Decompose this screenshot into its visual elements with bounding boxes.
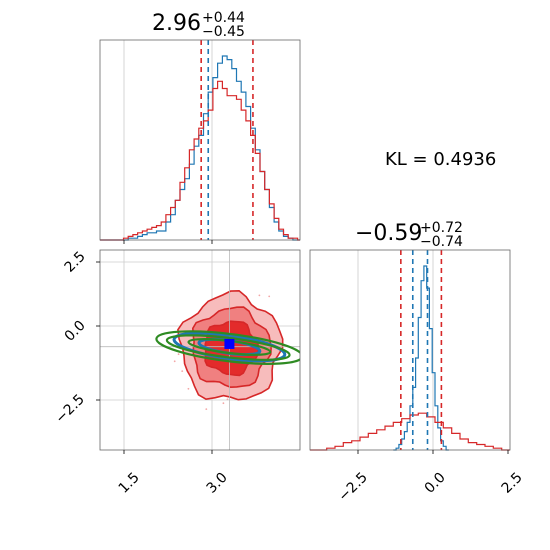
sample-point <box>268 295 271 298</box>
green-contour-1 <box>165 334 291 361</box>
hist2-title-minus: −0.74 <box>420 234 463 250</box>
sample-point <box>258 294 261 297</box>
hist1-title-value: 2.96 <box>152 11 201 36</box>
sample-point <box>173 360 176 363</box>
hist1-frame <box>99 39 301 241</box>
hist1-title-plus: +0.44 <box>202 10 245 26</box>
hist-step-series-0 <box>393 265 449 451</box>
sample-point <box>205 408 208 410</box>
hist2-xtick-label-3: 2.5 <box>499 470 526 497</box>
contour-ytick-label-3: −2.5 <box>52 391 87 426</box>
contour-panel: 1.5 3.0 2.5 0.0 −2.5 <box>52 249 301 497</box>
contour-frame <box>99 249 301 451</box>
contour-xtick-label-2: 3.0 <box>204 470 231 497</box>
sample-point <box>222 402 225 405</box>
hist2-title-plus: +0.72 <box>420 220 463 236</box>
hist-step-series-1 <box>100 80 300 241</box>
hist-panel-param1: 2.96 +0.44 −0.45 <box>99 10 301 244</box>
hist2-xtick-label-2: 0.0 <box>422 470 449 497</box>
sample-point <box>187 387 190 390</box>
contour-ytick-label-2: 0.0 <box>62 318 89 345</box>
hist1-title-minus: −0.45 <box>202 24 245 40</box>
hist-step-series-1 <box>310 412 510 451</box>
contour-ytick-label-1: 2.5 <box>62 249 89 276</box>
hist2-frame <box>309 249 511 451</box>
contour-xtick-label-1: 1.5 <box>116 470 143 497</box>
hist2-title-value: −0.59 <box>355 221 422 246</box>
sample-point <box>226 398 229 401</box>
hist2-xtick-label-1: −2.5 <box>335 469 370 504</box>
hist-panel-param2: −2.5 0.0 2.5 −0.59 +0.72 −0.74 <box>309 220 526 505</box>
sample-point <box>181 370 184 372</box>
hist-step-series-0 <box>100 55 300 241</box>
kl-annotation: KL = 0.4936 <box>385 149 496 170</box>
sample-point <box>177 353 180 356</box>
green-contour-0 <box>155 330 300 365</box>
truth-marker <box>224 338 235 349</box>
